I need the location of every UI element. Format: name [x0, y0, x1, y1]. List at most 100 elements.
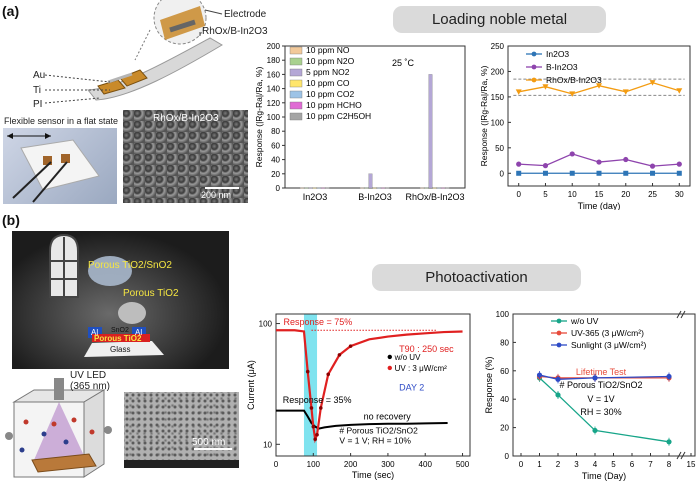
porous-tio2-label: Porous TiO2: [123, 288, 179, 299]
life-xtick-label: 1: [537, 460, 542, 469]
current-ytick-label: 10: [263, 440, 272, 449]
life-point: [666, 373, 672, 380]
porous-tio2-sno2-label: Porous TiO2/SnO2: [88, 260, 172, 271]
current-point: [313, 437, 317, 442]
sem-image-porous: 500 nm: [124, 392, 239, 468]
life-legend-label: UV-365 (3 μW/cm²): [571, 328, 644, 338]
bar-ytick-label: 160: [267, 70, 281, 79]
life-legend-marker: [556, 330, 562, 336]
bar-legend-label: 10 ppm NO: [306, 45, 350, 55]
life-xtick-label: 2: [556, 460, 561, 469]
uv-led-chamber-schematic: [5, 378, 112, 478]
current-ytick-label: 100: [259, 320, 273, 329]
bar-ytick-label: 200: [267, 42, 281, 51]
bar: [308, 187, 313, 189]
sem-b-scale-bar: [194, 448, 232, 450]
life-annotation-title: Lifetime Test: [576, 367, 627, 377]
conditions-label-2: V = 1 V; RH = 10%: [339, 435, 411, 445]
life-xtick-label: 8: [667, 460, 672, 469]
panel-b-letter: (b): [2, 212, 20, 228]
stab-legend-label: In2O3: [546, 49, 569, 59]
stability-line-chart: 0 50 100 150 200 250 0 5 10 15 20 25 30 Response (|Rg…: [479, 42, 691, 210]
life-annotation-2: V = 1V: [587, 394, 614, 404]
stab-xtick-label: 20: [621, 190, 630, 199]
panel-b-banner: Photoactivation: [372, 264, 581, 291]
current-xtick-label: 300: [381, 460, 395, 469]
stab-point: [676, 170, 682, 176]
current-point: [309, 406, 314, 410]
flexible-device-schematic: [44, 0, 223, 104]
bar: [424, 187, 429, 189]
life-axis-break: [680, 310, 686, 319]
coating-label: RhOx/B-In2O3: [202, 26, 268, 37]
stab-point: [542, 170, 548, 176]
life-xlabel: Time (Day): [582, 471, 626, 481]
life-xtick-label: 0: [519, 460, 524, 469]
life-point: [592, 427, 598, 434]
sem-scale-label: 200 nm: [201, 190, 232, 200]
bar-ytick-label: 180: [267, 56, 281, 65]
stab-point: [542, 163, 549, 169]
bar: [321, 187, 326, 189]
electrode-pad-2: [119, 69, 148, 87]
current-legend-marker: [387, 354, 392, 360]
stab-ytick-label: 200: [491, 67, 505, 76]
stab-point: [542, 84, 549, 90]
stab-ylabel: Response (|Rg-Ra|/Ra, %): [479, 65, 489, 166]
bar-category-label: In2O3: [303, 192, 328, 202]
current-point: [337, 353, 342, 357]
stab-point: [623, 170, 629, 176]
stab-point: [650, 170, 656, 176]
bar-ytick-label: 100: [267, 113, 281, 122]
bar: [325, 187, 330, 189]
life-annotation-1: # Porous TiO2/SnO2: [559, 380, 642, 390]
conditions-label-1: # Porous TiO2/SnO2: [339, 425, 418, 435]
bar-ytick-label: 20: [271, 170, 280, 179]
glass-label: Glass: [110, 345, 131, 354]
bar: [441, 187, 446, 189]
life-ytick-label: 20: [500, 424, 509, 433]
stab-legend-marker: [531, 51, 537, 57]
bar: [364, 187, 369, 189]
bar-legend-label: 10 ppm C2H5OH: [306, 111, 371, 121]
porous-tio2-film-label: Porous TiO2: [94, 334, 142, 343]
stab-legend-label: B-In2O3: [546, 62, 578, 72]
al-right-label: Al: [135, 328, 143, 337]
bar: [304, 187, 309, 189]
current-xtick-label: 100: [307, 460, 321, 469]
life-xtick-label: 15: [687, 460, 696, 469]
current-xtick-label: 400: [419, 460, 433, 469]
bar: [316, 187, 321, 189]
bar: [300, 187, 305, 189]
current-xtick-label: 0: [274, 460, 279, 469]
current-point: [311, 424, 316, 429]
stab-ytick-label: 50: [495, 144, 504, 153]
bar: [360, 187, 365, 189]
bar-legend-label: 10 ppm N2O: [306, 56, 355, 66]
bar-annotation: 25 ˚C: [392, 58, 415, 68]
life-legend-label: Sunlight (3 μW/cm²): [571, 340, 646, 350]
al-left-label: Al: [91, 328, 99, 337]
bar-ytick-label: 140: [267, 85, 281, 94]
current-point: [318, 406, 323, 410]
no-recovery-label: no recovery: [364, 412, 412, 422]
stab-xtick-label: 30: [675, 190, 684, 199]
stab-xtick-label: 25: [648, 190, 657, 199]
stab-legend-marker: [531, 77, 537, 83]
stab-point: [596, 159, 602, 165]
bar-legend-swatch: [289, 112, 303, 121]
current-legend-label: UV : 3 μW/cm²: [395, 364, 448, 373]
stab-ytick-label: 150: [491, 93, 505, 102]
current-point: [348, 344, 353, 348]
bar-legend-swatch: [289, 57, 303, 66]
au-label: Au: [33, 70, 46, 81]
current-series-line: [276, 409, 448, 430]
sno2-label: SnO2: [111, 327, 129, 334]
life-legend-marker: [556, 318, 562, 324]
stab-point: [569, 170, 575, 176]
bar-legend-label: 10 ppm CO2: [306, 89, 354, 99]
bar-ytick-label: 40: [271, 156, 280, 165]
life-series-line: [539, 374, 670, 380]
stab-xlabel: Time (day): [578, 201, 621, 210]
stab-ytick-label: 0: [500, 169, 505, 178]
